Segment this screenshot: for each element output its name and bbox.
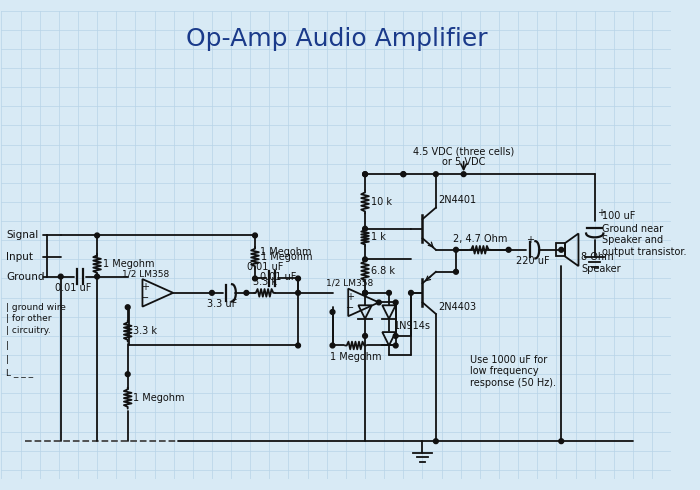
Text: 8 Ohm: 8 Ohm	[581, 252, 614, 263]
Text: 220 uF: 220 uF	[516, 256, 550, 266]
Text: Op-Amp Audio Amplifier: Op-Amp Audio Amplifier	[186, 27, 487, 51]
Circle shape	[401, 172, 406, 176]
Circle shape	[253, 233, 258, 238]
Circle shape	[363, 172, 368, 176]
Text: L _ _ _: L _ _ _	[6, 368, 34, 377]
Text: Use 1000 uF for: Use 1000 uF for	[470, 355, 547, 365]
Text: 1 Megohm: 1 Megohm	[260, 246, 312, 257]
Text: 0.01 uF: 0.01 uF	[247, 262, 284, 272]
Text: +: +	[346, 292, 354, 302]
Circle shape	[295, 276, 300, 281]
Circle shape	[393, 300, 398, 305]
Circle shape	[433, 172, 438, 176]
Text: 1 Megohm: 1 Megohm	[103, 259, 154, 269]
Circle shape	[363, 291, 368, 295]
Circle shape	[125, 305, 130, 310]
Circle shape	[253, 276, 258, 281]
Text: | for other: | for other	[6, 314, 52, 323]
Circle shape	[209, 291, 214, 295]
Circle shape	[295, 291, 300, 295]
Text: |: |	[6, 341, 9, 350]
Circle shape	[363, 334, 368, 338]
Circle shape	[409, 291, 414, 295]
Circle shape	[386, 291, 391, 295]
Text: |: |	[6, 355, 9, 365]
Circle shape	[363, 172, 368, 176]
Circle shape	[363, 257, 368, 262]
Circle shape	[401, 172, 406, 176]
Text: 3.3 uF: 3.3 uF	[207, 299, 237, 309]
Text: 1/2 LM358: 1/2 LM358	[326, 279, 373, 288]
Text: +: +	[526, 235, 534, 245]
Circle shape	[393, 334, 398, 338]
Text: Ground near: Ground near	[603, 224, 664, 234]
Text: 4.5 VDC (three cells): 4.5 VDC (three cells)	[413, 146, 514, 156]
Circle shape	[330, 343, 335, 348]
Text: 2N4401: 2N4401	[438, 195, 476, 205]
Text: +: +	[596, 208, 605, 219]
Text: Signal: Signal	[6, 230, 38, 241]
Circle shape	[559, 439, 564, 443]
Circle shape	[94, 274, 99, 279]
Text: 2N4403: 2N4403	[438, 302, 476, 312]
Text: 6.8 k: 6.8 k	[371, 266, 395, 276]
Circle shape	[330, 310, 335, 315]
Circle shape	[393, 343, 398, 348]
Circle shape	[244, 291, 248, 295]
Text: 1N914s: 1N914s	[394, 321, 430, 331]
Circle shape	[125, 372, 130, 377]
Text: output transistor.: output transistor.	[603, 246, 687, 257]
Text: response (50 Hz).: response (50 Hz).	[470, 378, 556, 388]
Text: 0.01 uF: 0.01 uF	[260, 271, 296, 282]
Circle shape	[433, 439, 438, 443]
Circle shape	[58, 274, 63, 279]
Circle shape	[363, 226, 368, 231]
Text: 3.3 k: 3.3 k	[253, 277, 276, 287]
Circle shape	[454, 247, 458, 252]
Text: Speaker and: Speaker and	[603, 235, 664, 245]
Circle shape	[461, 172, 466, 176]
Text: +: +	[141, 282, 148, 293]
Circle shape	[559, 247, 564, 252]
Text: or 5 VDC: or 5 VDC	[442, 157, 485, 167]
Text: 3.3 k: 3.3 k	[134, 326, 158, 336]
Text: 1 Megohm: 1 Megohm	[330, 352, 382, 362]
Text: Ground: Ground	[6, 271, 45, 282]
Text: −: −	[346, 303, 354, 313]
Circle shape	[506, 247, 511, 252]
Text: 1 k: 1 k	[371, 232, 386, 243]
Circle shape	[454, 270, 458, 274]
Circle shape	[363, 291, 368, 295]
Text: low frequency: low frequency	[470, 367, 539, 376]
Text: −: −	[141, 294, 148, 303]
Circle shape	[295, 343, 300, 348]
Text: Input: Input	[6, 252, 33, 263]
Text: 100 uF: 100 uF	[603, 211, 636, 221]
Text: | circuitry.: | circuitry.	[6, 326, 51, 335]
Text: 0.01 uF: 0.01 uF	[55, 283, 92, 293]
Circle shape	[94, 233, 99, 238]
Text: 1 Megohm: 1 Megohm	[134, 393, 185, 403]
Text: Speaker: Speaker	[581, 264, 621, 274]
Text: 1/2 LM358: 1/2 LM358	[122, 269, 169, 278]
Text: 1 Megohm: 1 Megohm	[260, 252, 312, 263]
Text: 10 k: 10 k	[371, 197, 392, 207]
Text: 2, 4.7 Ohm: 2, 4.7 Ohm	[453, 234, 507, 244]
Text: | ground wire: | ground wire	[6, 303, 66, 312]
Circle shape	[377, 300, 382, 305]
